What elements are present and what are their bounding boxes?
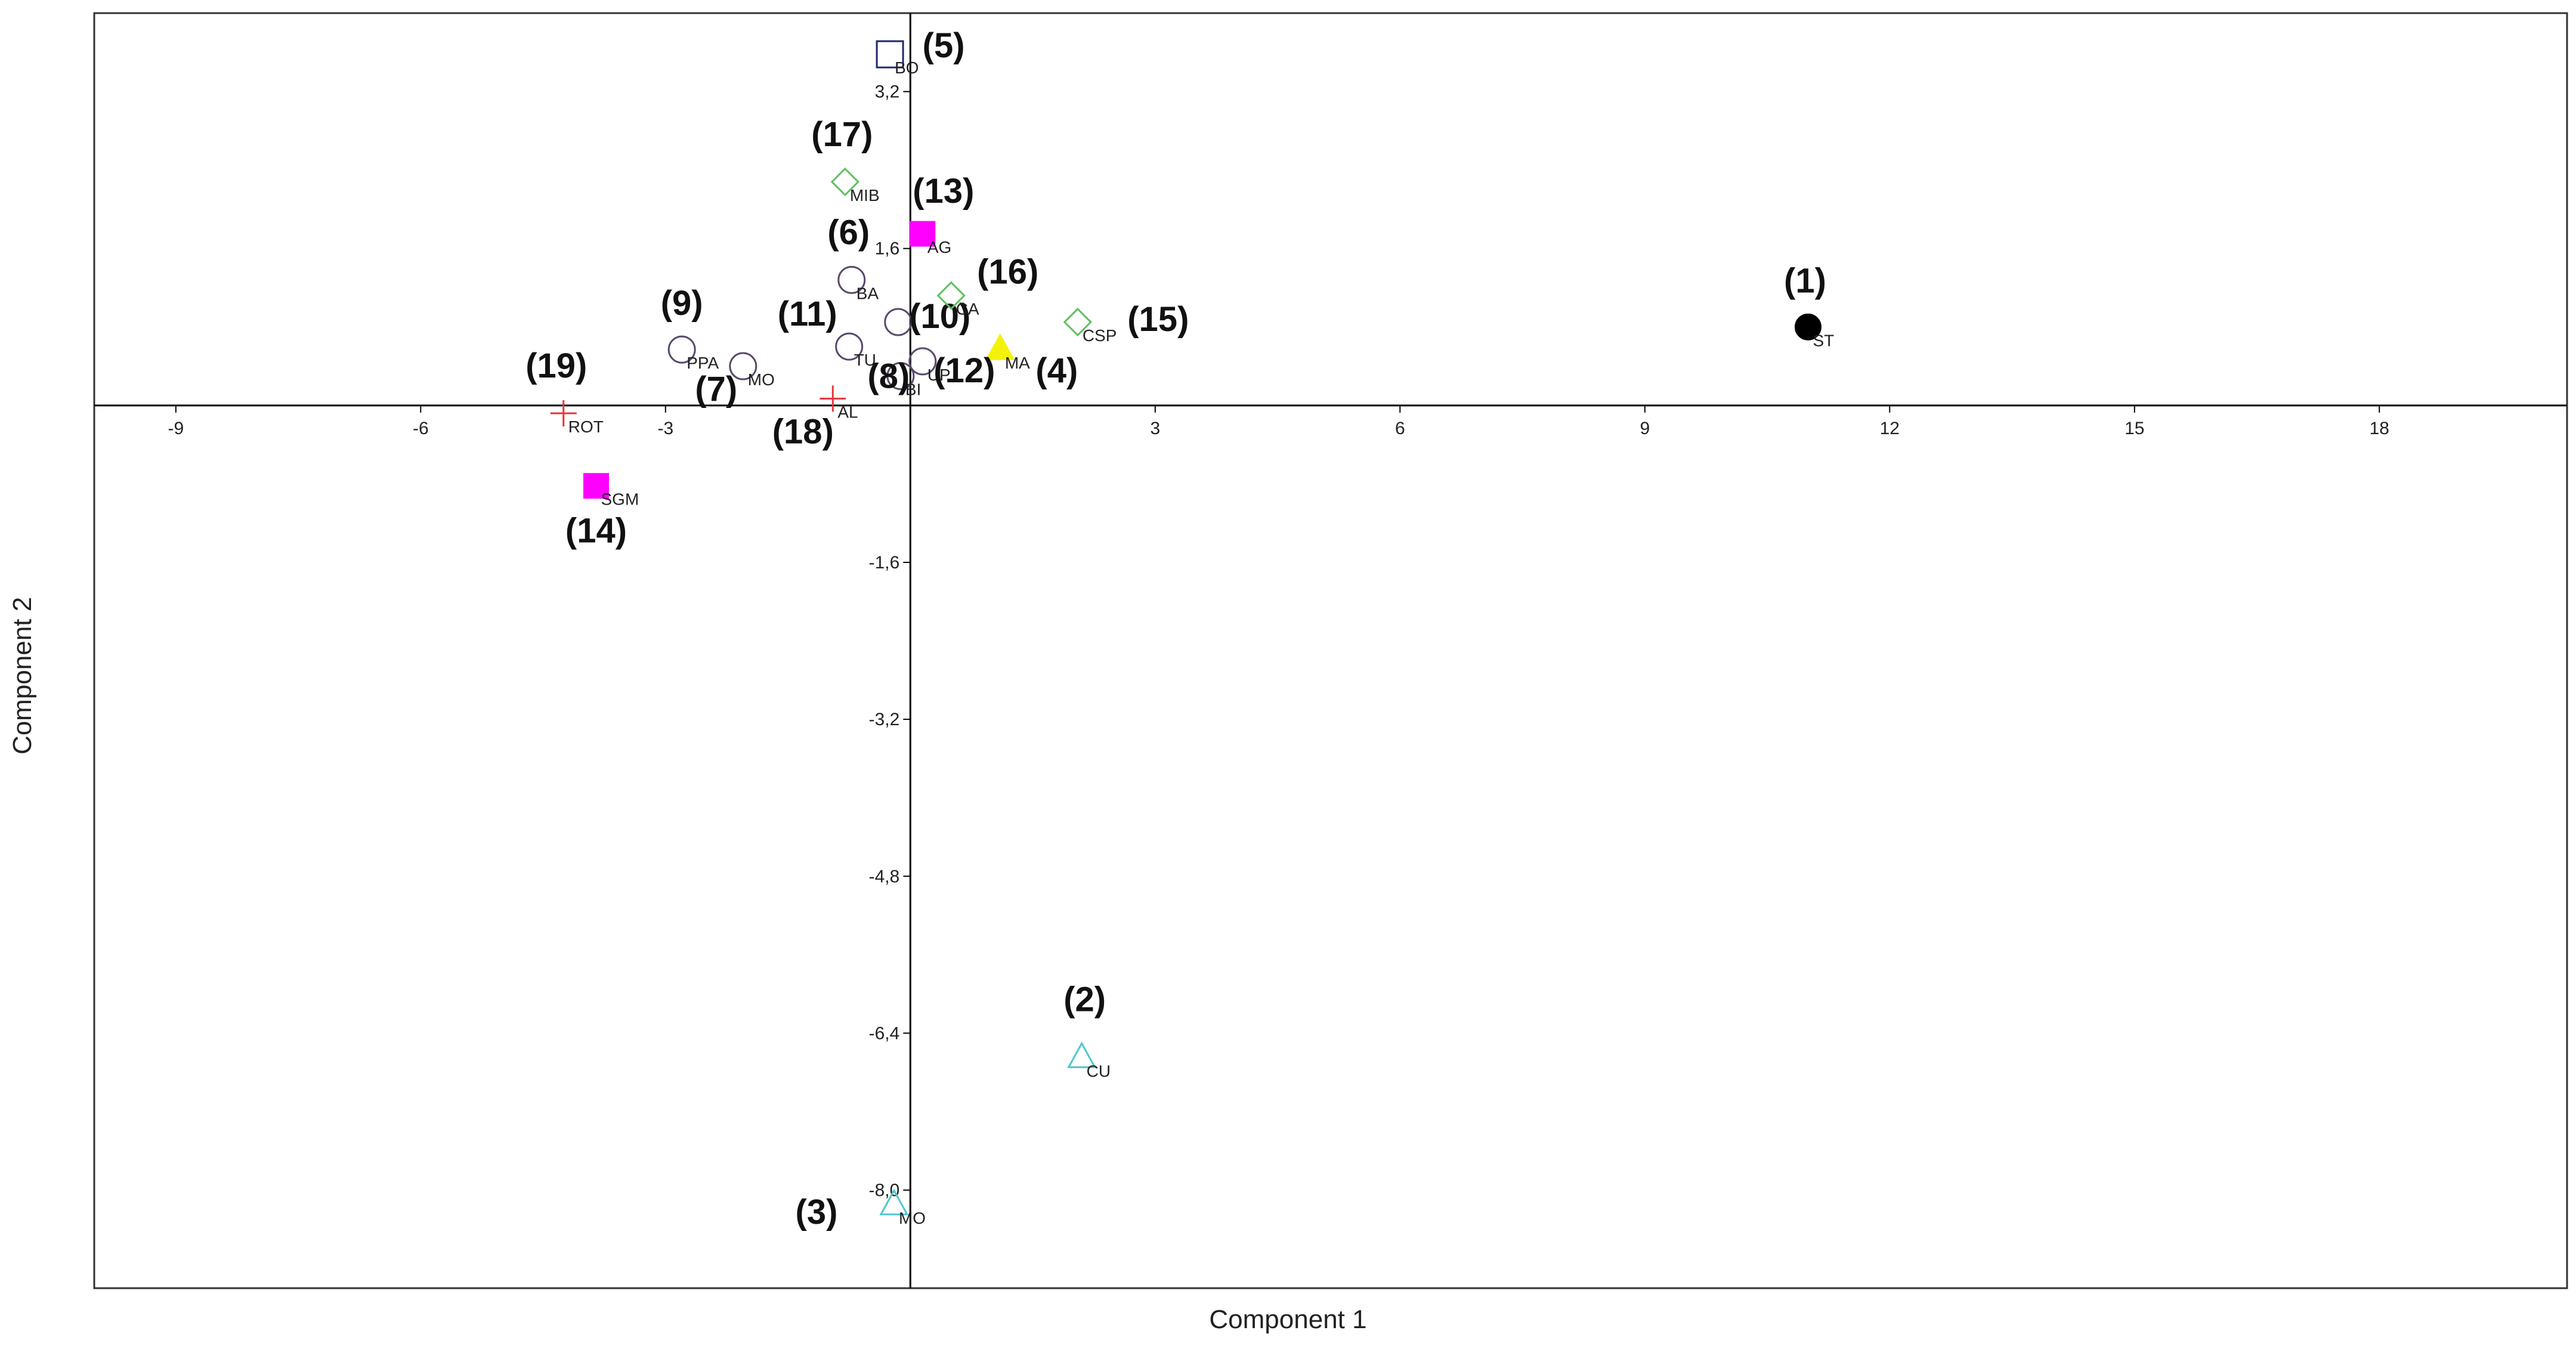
point-label: UP (927, 366, 951, 384)
point-number-label: (13) (913, 172, 974, 211)
point-marker-circle (908, 347, 937, 376)
point-label: MO (899, 1209, 926, 1227)
point-number-label: (2) (1063, 980, 1106, 1019)
point-marker-square (876, 40, 904, 69)
y-tick-label: -1,6 (869, 553, 900, 573)
x-tick-label: 3 (1150, 419, 1160, 438)
axes: -9 -6 -3 3 6 9 12 15 18-8,0-6,4-4,8-3,2-1,61,63,… (94, 13, 2567, 1288)
point-label: CA (956, 300, 979, 318)
x-tick-label: -9 (168, 419, 184, 438)
point-number-label: (3) (796, 1193, 838, 1232)
point-marker-circle (667, 335, 696, 364)
point-label: SGM (601, 490, 639, 509)
point-number-label: (5) (923, 26, 965, 65)
point-number-label: (12) (933, 351, 995, 390)
point-marker-square (910, 221, 936, 247)
point-number-label: (18) (772, 412, 834, 451)
point-number-label: (11) (778, 295, 837, 333)
point-label: BI (905, 380, 921, 399)
point-label: AL (837, 403, 858, 421)
y-tick-label: -4,8 (869, 867, 900, 886)
point-marker-square (583, 473, 610, 499)
point-label: PPA (686, 354, 719, 372)
point-label: MIB (850, 186, 880, 205)
y-tick-label: -3,2 (869, 710, 900, 729)
point-marker-diamond (936, 281, 966, 310)
point-marker-circle (884, 308, 913, 336)
point-label: TU (854, 351, 876, 369)
point-number-label: (9) (661, 284, 703, 323)
point-marker-plus (820, 385, 846, 412)
point-marker-triangle (1067, 1041, 1097, 1069)
x-tick-label: -3 (657, 419, 673, 438)
point-number-label: (1) (1784, 261, 1826, 300)
point-marker-circle (837, 265, 866, 294)
point-label: MO (748, 370, 775, 389)
point-number-label: (15) (1127, 300, 1189, 339)
point-label: BA (856, 284, 879, 302)
point-marker-circle (1794, 313, 1822, 341)
point-marker-diamond (830, 167, 859, 196)
y-tick-label: -6,4 (869, 1023, 900, 1043)
point-label: AG (927, 238, 951, 256)
y-axis-label: Component 2 (8, 596, 37, 755)
point-marker-diamond (1063, 307, 1092, 337)
point-marker-circle (886, 362, 915, 391)
x-tick-label: 15 (2124, 419, 2144, 438)
point-number-label: (8) (867, 357, 910, 396)
point-marker-plus (550, 400, 577, 427)
point-number-label: (7) (695, 370, 737, 409)
point-number-label: (16) (977, 253, 1038, 292)
point-number-label: (10) (909, 297, 970, 336)
x-tick-label: -6 (413, 419, 429, 438)
point-marker-triangle (879, 1189, 909, 1215)
point-label: CSP (1083, 326, 1117, 345)
point-label: BO (895, 58, 919, 77)
point-marker-triangle (985, 333, 1015, 360)
point-number-label: (14) (565, 512, 627, 550)
point-marker-circle (835, 332, 864, 361)
y-tick-label: 3,2 (875, 82, 900, 102)
x-tick-label: 12 (1880, 419, 1900, 438)
data-points: ST (1) CU (2) MO (3) MA (4) BO(5) BA (6) MO (7) BI(8)… (525, 26, 1834, 1232)
x-tick-label: 18 (2370, 419, 2389, 438)
point-label: MA (1005, 354, 1030, 372)
x-tick-label: 9 (1640, 419, 1650, 438)
y-tick-label: 1,6 (875, 239, 900, 259)
point-number-label: (6) (827, 213, 870, 252)
plot-frame (93, 12, 2568, 1289)
point-label: ROT (568, 417, 604, 436)
x-axis-label: Component 1 (1209, 1305, 1367, 1334)
point-marker-circle (729, 352, 757, 380)
point-label: ST (1813, 331, 1834, 349)
point-number-label: (4) (1035, 351, 1078, 390)
point-number-label: (17) (811, 115, 873, 154)
point-label: CU (1087, 1062, 1111, 1081)
x-tick-label: 6 (1395, 419, 1405, 438)
point-number-label: (19) (525, 346, 587, 385)
